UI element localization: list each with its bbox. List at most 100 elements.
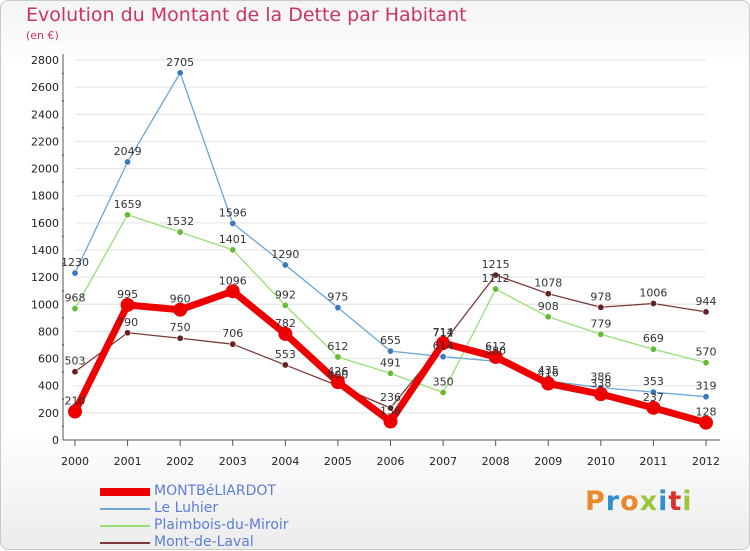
data-label: 1215 [482,258,510,271]
data-label: 978 [590,290,611,303]
data-label: 570 [696,346,717,359]
y-tick-label: 400 [38,380,59,393]
y-tick-label: 0 [52,434,59,447]
x-tick-label: 2004 [271,455,299,468]
data-label: 503 [65,355,86,368]
data-point [281,261,289,269]
x-tick-label: 2008 [482,455,510,468]
x-tick-label: 2011 [639,455,667,468]
data-point [649,388,657,396]
legend-label: MONTBéLIARDOT [154,483,276,499]
data-label: 237 [643,391,664,404]
legend-item: Mont-de-Laval [100,534,289,551]
data-point [492,271,500,279]
x-tick-label: 2006 [377,455,405,468]
data-point [176,334,184,342]
data-label: 319 [696,380,717,393]
y-tick-label: 2800 [31,54,59,67]
data-label: 1290 [271,248,299,261]
data-point [124,329,132,337]
chart-title: Evolution du Montant de la Dette par Hab… [26,4,467,26]
data-point [281,361,289,369]
data-label: 128 [696,406,717,419]
data-point [597,303,605,311]
data-label: 353 [643,375,664,388]
chart-unit: (en €) [26,29,59,42]
y-tick-label: 800 [38,325,59,338]
data-point [597,330,605,338]
data-point [71,368,79,376]
data-point [229,219,237,227]
data-point [281,301,289,309]
data-label: 944 [696,295,717,308]
data-point [229,340,237,348]
data-point [120,297,135,312]
data-point [649,299,657,307]
legend-label: Mont-de-Laval [154,534,254,550]
data-point [71,305,79,313]
data-point [702,359,710,367]
legend-swatch [100,525,150,527]
data-label: 426 [327,365,348,378]
data-point [439,353,447,361]
data-label: 790 [117,316,138,329]
data-point [702,308,710,316]
x-tick-label: 2002 [166,455,194,468]
proxiti-logo: Proxiti [585,486,693,517]
data-label: 553 [275,348,296,361]
data-label: 711 [433,327,454,340]
data-point [436,336,451,351]
y-tick-label: 2000 [31,163,59,176]
data-point [176,69,184,77]
legend-item: MONTBéLIARDOT [100,483,289,500]
data-point [278,326,293,341]
data-label: 338 [590,377,611,390]
data-label: 580 [485,344,506,357]
data-label: 400 [327,369,348,382]
data-label: 1659 [114,198,142,211]
legend-item: Plaimbois-du-Miroir [100,517,289,534]
x-tick-label: 2003 [219,455,247,468]
data-label: 350 [433,376,454,389]
y-tick-label: 2200 [31,135,59,148]
y-tick-label: 1400 [31,244,59,257]
data-point [492,285,500,293]
data-label: 655 [380,334,401,347]
x-tick-label: 2001 [114,455,142,468]
x-tick-label: 2007 [429,455,457,468]
data-label: 1112 [482,272,510,285]
data-label: 2049 [114,145,142,158]
data-point [544,290,552,298]
data-point [541,376,556,391]
data-label: 995 [117,288,138,301]
data-point [699,415,713,430]
data-label: 714 [433,326,454,339]
data-point [124,158,132,166]
data-point [229,246,237,254]
data-label: 706 [222,327,243,340]
data-label: 2705 [166,56,194,69]
data-label: 968 [65,292,86,305]
y-tick-label: 2400 [31,108,59,121]
data-point [176,228,184,236]
data-point [68,404,82,419]
data-label: 236 [380,391,401,404]
data-point [334,353,342,361]
data-label: 1532 [166,215,194,228]
data-label: 1006 [639,286,667,299]
data-label: 750 [170,321,191,334]
y-tick-label: 1800 [31,190,59,203]
data-point [124,211,132,219]
legend-swatch [100,488,150,496]
data-label: 669 [643,332,664,345]
x-tick-label: 2010 [587,455,615,468]
y-tick-label: 1600 [31,217,59,230]
data-point [593,387,608,402]
data-label: 992 [275,288,296,301]
y-tick-label: 1200 [31,271,59,284]
data-label: 1078 [534,277,562,290]
data-point [334,304,342,312]
data-point [544,313,552,321]
x-tick-label: 2005 [324,455,352,468]
